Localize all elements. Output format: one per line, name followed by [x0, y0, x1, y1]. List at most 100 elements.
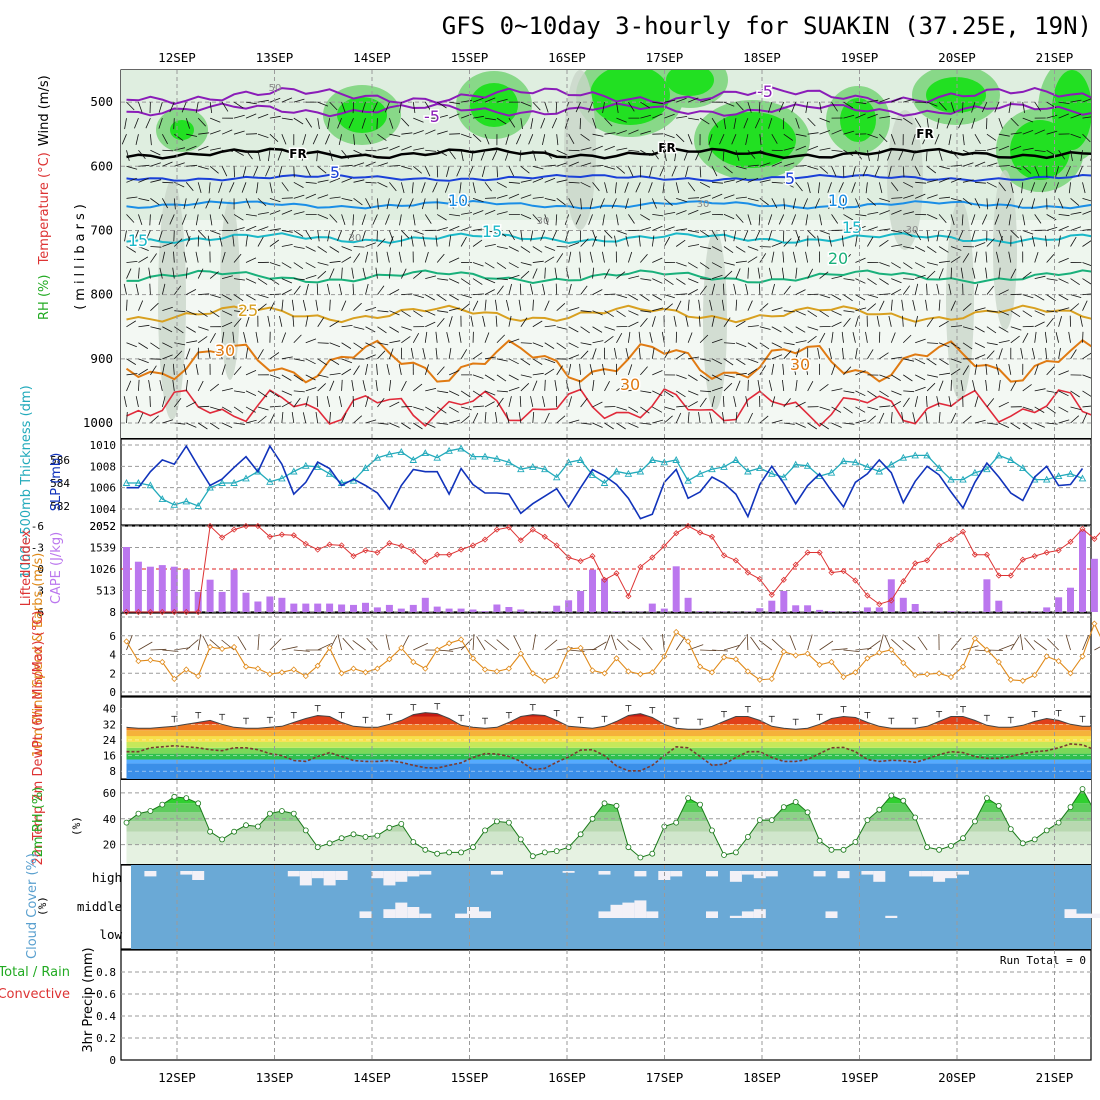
- upper-wind-barb: [161, 283, 166, 295]
- upper-wind-barb: [472, 182, 476, 194]
- upper-wind-barb: [1070, 390, 1080, 398]
- upper-wind-barb: [878, 182, 883, 194]
- upper-wind-barb: [389, 401, 400, 408]
- upper-wind-barb: [145, 230, 151, 241]
- upper-wind-barb: [927, 374, 938, 378]
- upper-wind-barb: [329, 342, 341, 348]
- upper-wind-barb: [938, 342, 950, 348]
- upper-wind-barb: [1022, 294, 1034, 299]
- upper-wind-barb: [341, 164, 353, 167]
- upper-wind-barb: [353, 253, 361, 263]
- upper-wind-barb: [496, 390, 508, 393]
- upper-wind-barb: [401, 293, 413, 296]
- upper-wind-barb: [888, 166, 892, 178]
- thickness-marker: [756, 464, 764, 472]
- upper-wind-barb: [376, 118, 378, 130]
- upper-wind-barb: [783, 398, 791, 408]
- upper-wind-barb: [903, 374, 913, 382]
- upper-wind-barb: [1022, 147, 1034, 151]
- upper-wind-barb: [532, 372, 544, 376]
- upper-wind-barb: [556, 415, 566, 424]
- thickness-marker: [744, 467, 752, 475]
- upper-wind-barb: [197, 117, 206, 127]
- upper-wind-barb: [398, 364, 402, 375]
- surface-wind-barb: [688, 644, 704, 651]
- thickness-marker: [134, 479, 143, 486]
- upper-wind-barb: [460, 150, 464, 162]
- upper-wind-barb: [353, 134, 355, 146]
- upper-wind-barb: [508, 262, 519, 269]
- upper-wind-barb: [902, 315, 904, 327]
- upper-wind-barb: [361, 101, 366, 113]
- upper-wind-barb: [950, 412, 957, 424]
- upper-wind-barb: [926, 246, 937, 254]
- upper-wind-barb: [890, 411, 893, 424]
- upper-wind-barb: [1046, 114, 1058, 119]
- upper-wind-barb: [711, 246, 723, 252]
- rh-marker: [1067, 804, 1074, 810]
- upper-wind-barb: [138, 177, 149, 183]
- upper-wind-barb: [768, 267, 773, 279]
- upper-wind-barb: [938, 246, 949, 253]
- upper-wind-barb: [317, 179, 329, 183]
- upper-wind-barb: [425, 388, 437, 392]
- lifted-index-marker: [458, 546, 465, 553]
- upper-wind-barb: [496, 278, 508, 281]
- upper-wind-barb: [688, 197, 700, 199]
- cape-tick-label: 513: [96, 585, 116, 598]
- upper-wind-barb: [1022, 406, 1034, 411]
- high-cloud-bar: [407, 871, 420, 877]
- upper-wind-barb: [972, 380, 976, 391]
- upper-wind-barb: [432, 182, 438, 193]
- upper-wind-barb: [926, 283, 928, 295]
- upper-wind-barb: [138, 300, 144, 311]
- upper-wind-barb: [891, 356, 903, 360]
- upper-wind-barb: [496, 117, 507, 125]
- upper-wind-barb: [365, 326, 376, 333]
- thickness-tick-label: 586: [50, 454, 70, 467]
- upper-wind-barb: [719, 134, 725, 145]
- upper-wind-barb: [482, 315, 486, 327]
- cape-bar: [911, 604, 919, 612]
- upper-wind-barb: [1055, 332, 1059, 343]
- upper-wind-barb: [257, 236, 264, 247]
- upper-wind-barb: [448, 278, 460, 284]
- upper-wind-barb: [676, 262, 687, 267]
- upper-wind-barb: [520, 246, 531, 253]
- upper-wind-barb: [520, 317, 528, 327]
- upper-wind-barb: [554, 267, 558, 279]
- upper-wind-barb: [195, 102, 199, 113]
- upper-wind-barb: [723, 101, 735, 107]
- upper-wind-barb: [579, 363, 581, 375]
- rh-marker: [410, 839, 417, 845]
- upper-wind-barb: [651, 198, 657, 209]
- upper-wind-barb: [635, 182, 641, 193]
- upper-wind-barb: [508, 193, 520, 199]
- thickness-marker: [827, 468, 836, 476]
- upper-wind-barb: [676, 293, 688, 296]
- upper-wind-barb: [241, 182, 247, 193]
- upper-wind-barb: [865, 182, 868, 194]
- wind-speed-marker: [995, 658, 1002, 666]
- rh-marker: [936, 846, 942, 853]
- upper-wind-barb: [436, 318, 445, 327]
- upper-wind-barb: [425, 129, 436, 135]
- upper-wind-barb: [948, 283, 952, 295]
- upper-wind-barb: [604, 310, 614, 318]
- upper-wind-barb: [972, 267, 976, 279]
- upper-wind-barb: [209, 165, 219, 174]
- upper-wind-barb: [879, 133, 888, 143]
- upper-wind-barb: [435, 347, 438, 359]
- upper-wind-barb: [484, 97, 496, 103]
- upper-wind-barb: [723, 317, 731, 327]
- upper-wind-barb: [878, 300, 885, 311]
- upper-wind-barb: [424, 364, 429, 375]
- upper-wind-barb: [723, 262, 735, 266]
- upper-wind-barb: [377, 198, 379, 210]
- upper-wind-barb: [185, 118, 190, 129]
- upper-wind-barb: [867, 150, 870, 162]
- wind-speed-marker: [338, 670, 345, 677]
- upper-wind-barb: [998, 182, 1006, 192]
- pressure-tick-label: 900: [90, 351, 113, 366]
- upper-wind-barb: [592, 379, 595, 391]
